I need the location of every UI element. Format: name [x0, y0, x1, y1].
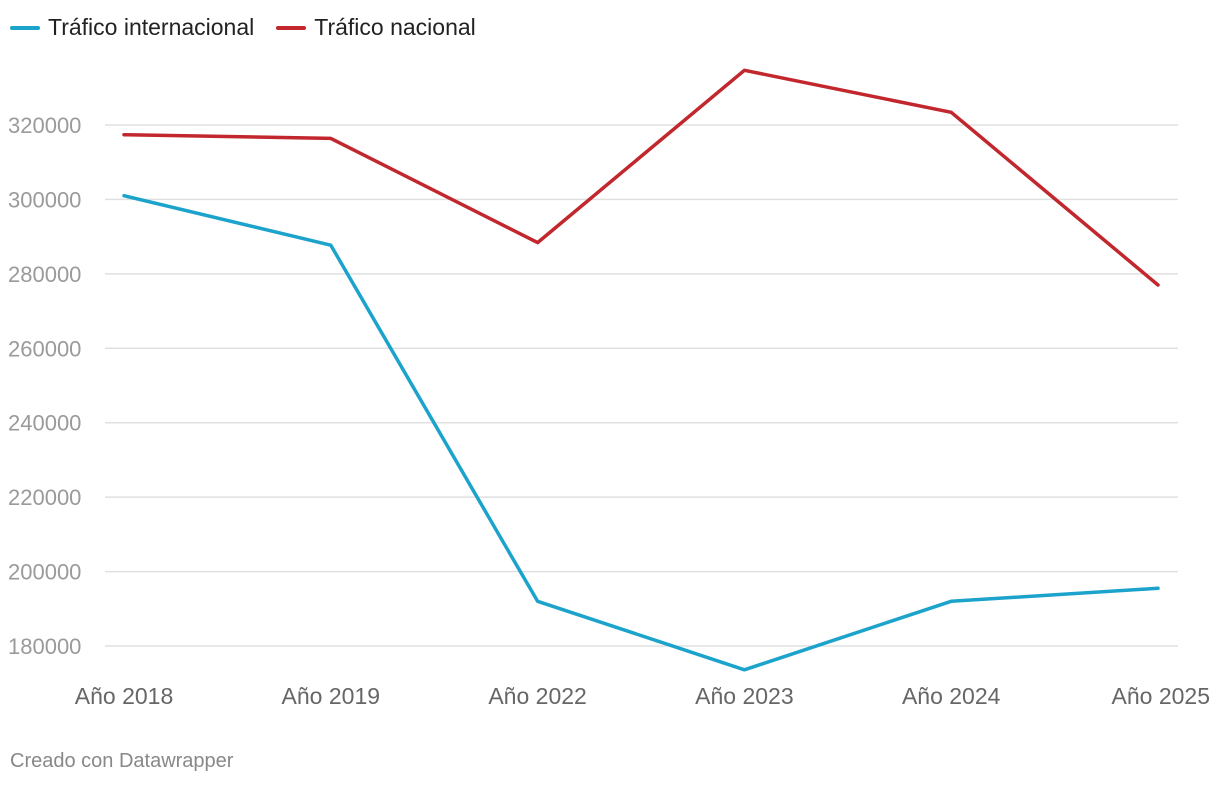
x-tick-label-5: Año 2025 [1112, 683, 1210, 709]
legend-item-nacional[interactable]: Tráfico nacional [276, 14, 476, 41]
legend-label-nacional: Tráfico nacional [314, 14, 476, 40]
y-tick-label-220000: 220000 [8, 485, 81, 510]
legend-label-internacional: Tráfico internacional [48, 14, 255, 40]
x-axis-ticks: Año 2018 Año 2019 Año 2022 Año 2023 Año 2024… [75, 683, 1210, 709]
x-tick-label-1: Año 2019 [282, 683, 380, 709]
y-tick-label-180000: 180000 [8, 634, 81, 659]
legend-item-internacional[interactable]: Tráfico internacional [10, 14, 254, 41]
x-tick-label-4: Año 2024 [902, 683, 1001, 709]
legend-swatch-nacional [276, 25, 307, 30]
y-tick-label-260000: 260000 [8, 336, 81, 361]
chart-legend: Tráfico internacional Tráfico nacional [10, 14, 476, 41]
series-line-nacional[interactable] [122, 68, 1160, 287]
footer-credit[interactable]: Creado con Datawrapper [10, 750, 234, 772]
y-tick-label-320000: 320000 [8, 113, 81, 138]
y-tick-label-240000: 240000 [8, 411, 81, 436]
line-chart: 180000 200000 220000 240000 260000 280000 3000… [8, 68, 1210, 709]
y-tick-label-280000: 280000 [8, 262, 81, 287]
x-tick-label-3: Año 2023 [695, 683, 793, 709]
y-axis-ticks: 180000 200000 220000 240000 260000 280000 3000… [8, 113, 81, 659]
y-tick-label-200000: 200000 [8, 560, 81, 585]
legend-swatch-internacional [10, 25, 40, 30]
x-tick-label-0: Año 2018 [75, 683, 173, 709]
x-tick-label-2: Año 2022 [488, 683, 586, 709]
gridlines [105, 124, 1178, 647]
series-lines [122, 68, 1160, 672]
series-line-internacional[interactable] [122, 193, 1160, 672]
y-tick-label-300000: 300000 [8, 187, 81, 212]
